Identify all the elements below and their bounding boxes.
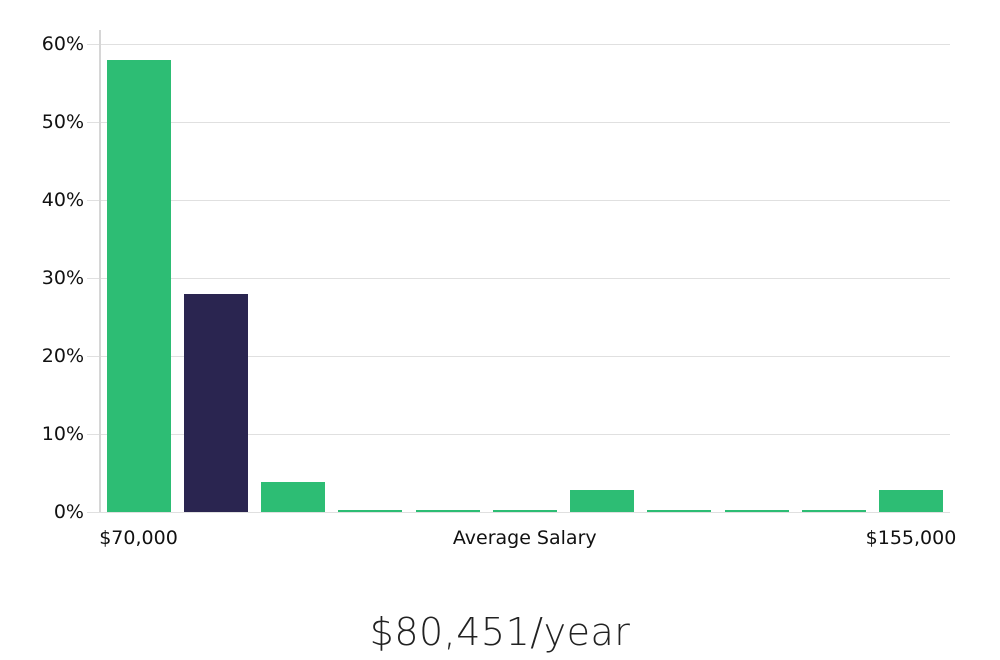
bar-10 [879,490,943,512]
gridline-30 [87,277,950,279]
bar-0 [106,59,171,512]
bar-5 [492,510,557,512]
x-tick-label: Average Salary [452,527,597,549]
y-tick-label: 0% [53,501,84,523]
bar-7 [647,510,712,512]
gridline-20 [87,355,950,357]
y-axis-line [99,30,101,512]
gridline-10 [87,433,950,435]
y-tick-label: 30% [41,267,84,289]
bar-9 [801,510,866,512]
x-tick-label: $155,000 [865,527,957,549]
gridline-40 [87,199,950,201]
gridline-50 [87,121,950,123]
x-tick-label: $70,000 [99,527,178,549]
y-tick-label: 10% [41,423,84,445]
bar-3 [338,510,403,512]
bar-1 [183,293,248,512]
y-tick-label: 40% [41,189,84,211]
y-tick-label: 50% [41,111,84,133]
bar-2 [261,481,325,512]
gridline-0 [87,511,950,513]
y-tick-label: 60% [41,33,84,55]
y-tick-label: 20% [41,345,84,367]
bar-8 [724,510,789,512]
average-salary-caption: $80,451/year [369,610,631,654]
bar-4 [415,510,480,512]
bar-6 [570,490,634,512]
plot-area: 0% 10% 20% 30% 40% 50% 60% $70,000 Average Salar… [41,30,957,549]
gridline-60 [87,43,950,45]
